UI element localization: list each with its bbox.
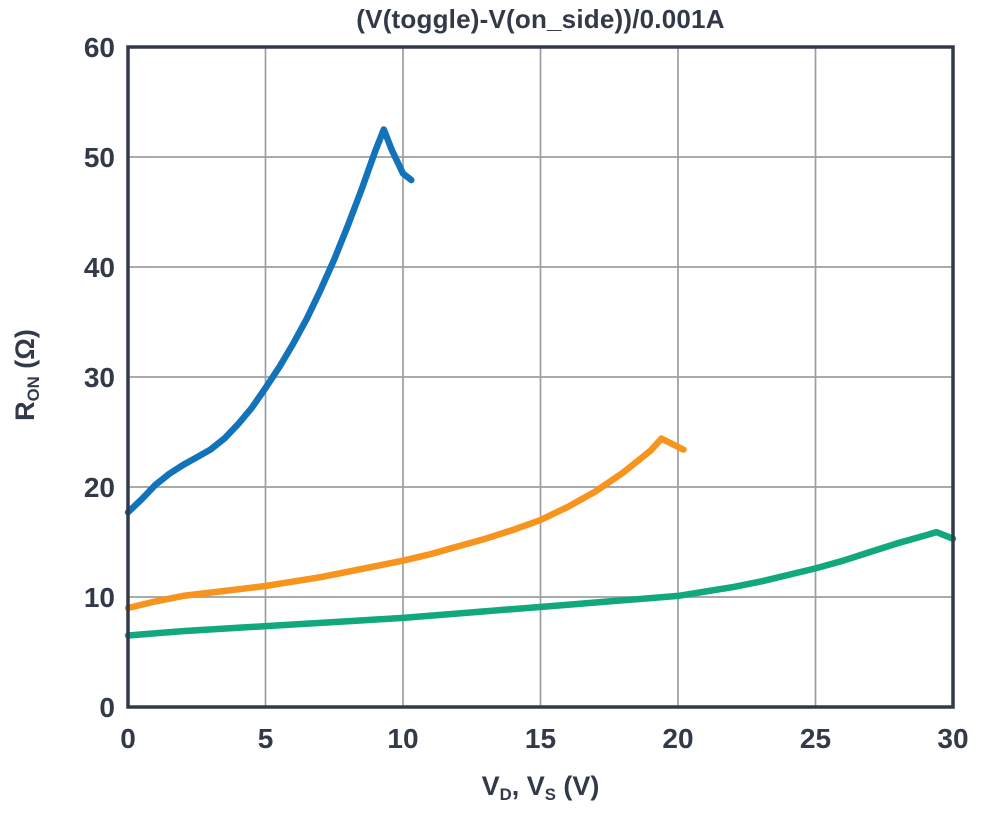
x-tick-label: 10 [387, 723, 418, 754]
x-axis-title-units: (V) [555, 771, 600, 801]
y-tick-label: 40 [84, 252, 115, 283]
blue-curve [124, 126, 415, 516]
green-curve [124, 528, 957, 639]
x-axis-title-base2: , V [511, 771, 545, 801]
x-tick-label: 15 [525, 723, 556, 754]
x-axis-title-subscript2: S [544, 784, 556, 804]
x-tick-label: 5 [258, 723, 274, 754]
x-axis-title-subscript1: D [499, 784, 512, 804]
y-tick-label: 60 [84, 32, 115, 63]
chart-title: (V(toggle)-V(on_side))/0.001A [356, 4, 725, 34]
plot-frame [126, 45, 955, 709]
x-tick-label: 25 [800, 723, 831, 754]
y-tick-label: 0 [99, 692, 115, 723]
y-tick-label: 10 [84, 582, 115, 613]
orange-curve [124, 435, 687, 612]
x-axis-title-base1: V [481, 771, 500, 801]
x-tick-label: 30 [937, 723, 968, 754]
y-tick-label: 20 [84, 472, 115, 503]
x-axis-title: VD, VS (V) [128, 771, 953, 804]
y-tick-label: 30 [84, 362, 115, 393]
y-tick-label: 50 [84, 142, 115, 173]
x-tick-label: 20 [662, 723, 693, 754]
x-tick-label: 0 [120, 723, 136, 754]
